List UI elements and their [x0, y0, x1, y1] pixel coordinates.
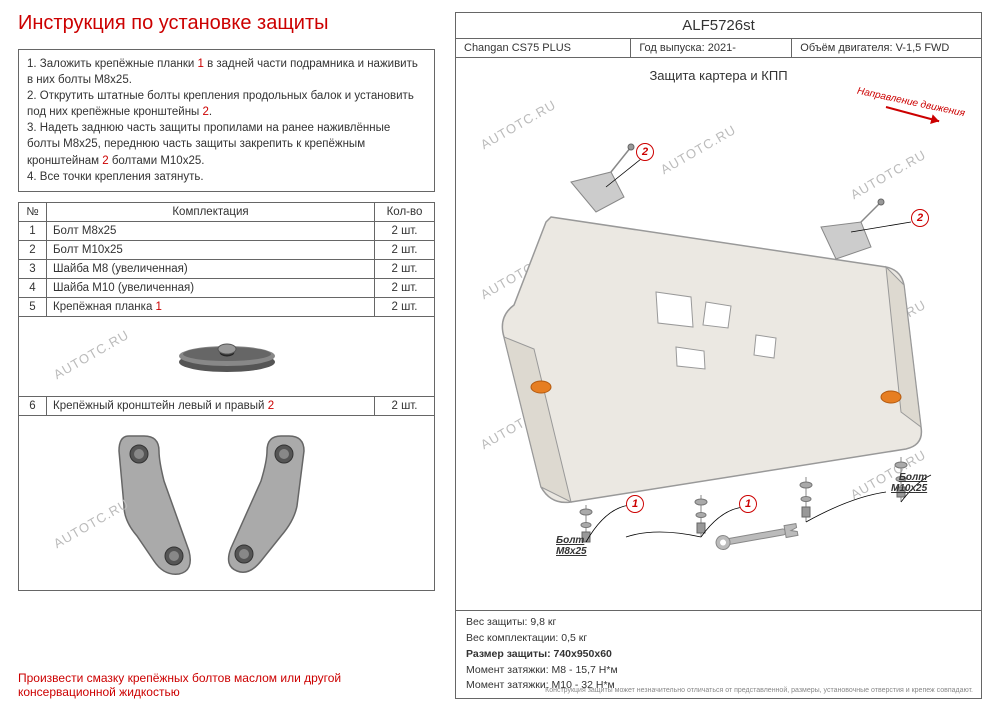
cell-qty: 2 шт.	[375, 240, 435, 259]
cell-name-text: Крепёжная планка	[53, 301, 156, 313]
label-bolt-m10: Болт М10х25	[891, 472, 927, 494]
table-row: 3 Шайба М8 (увеличенная) 2 шт.	[19, 259, 435, 278]
cell-qty: 2 шт.	[375, 278, 435, 297]
cell-num: 6	[19, 396, 47, 415]
cell-name: Шайба М8 (увеличенная)	[47, 259, 375, 278]
label-text: М8х25	[556, 546, 587, 557]
right-column: ALF5726st Changan CS75 PLUS Год выпуска:…	[445, 0, 1000, 711]
cell-name-rednum: 2	[268, 400, 274, 412]
protection-plate-diagram	[456, 87, 966, 557]
cell-qty: 2 шт.	[375, 396, 435, 415]
callout-1-bottom-a: 1	[626, 495, 644, 513]
year-label: Год выпуска:	[639, 42, 707, 54]
cell-name-rednum: 1	[156, 301, 162, 313]
table-row: 6 Крепёжный кронштейн левый и правый 2 2…	[19, 396, 435, 415]
diagram-area: AUTOTC.RU AUTOTC.RU AUTOTC.RU AUTOTC.RU …	[456, 87, 981, 567]
engine-cell: Объём двигателя: V-1,5 FWD	[792, 39, 981, 57]
callout-2-top-right: 2	[911, 209, 929, 227]
drawing-frame: ALF5726st Changan CS75 PLUS Год выпуска:…	[455, 12, 982, 699]
spec-size: Размер защиты: 740х950х60	[466, 647, 971, 663]
spec-weight-protection: Вес защиты: 9,8 кг	[466, 615, 971, 631]
footer-warning: Произвести смазку крепёжных болтов масло…	[18, 663, 435, 699]
spec-size-text: Размер защиты: 740х950х60	[466, 648, 612, 660]
fine-print: Конструкция защиты может незначительно о…	[545, 686, 973, 697]
table-row: 2 Болт М10х25 2 шт.	[19, 240, 435, 259]
instr-4: 4. Все точки крепления затянуть.	[27, 171, 204, 183]
year-cell: Год выпуска: 2021-	[631, 39, 792, 57]
spec-torque-m8: Момент затяжки: М8 - 15,7 Н*м	[466, 663, 971, 679]
table-row: 1 Болт М8х25 2 шт.	[19, 221, 435, 240]
instructions-box: 1. Заложить крепёжные планки 1 в задней …	[18, 49, 435, 192]
th-name: Комплектация	[47, 202, 375, 221]
cell-name: Шайба М10 (увеличенная)	[47, 278, 375, 297]
cell-name-text: Крепёжный кронштейн левый и правый	[53, 400, 268, 412]
table-row: 5 Крепёжная планка 1 2 шт.	[19, 297, 435, 316]
cell-qty: 2 шт.	[375, 297, 435, 316]
bracket-right-icon	[219, 426, 319, 581]
bracket-image-cell: AUTOTC.RU	[19, 415, 435, 590]
cell-name: Крепёжный кронштейн левый и правый 2	[47, 396, 375, 415]
cell-num: 4	[19, 278, 47, 297]
cell-num: 3	[19, 259, 47, 278]
cell-qty: 2 шт.	[375, 259, 435, 278]
table-row: 4 Шайба М10 (увеличенная) 2 шт.	[19, 278, 435, 297]
parts-table: № Комплектация Кол-во 1 Болт М8х25 2 шт.…	[18, 202, 435, 591]
year-value: 2021-	[708, 42, 736, 54]
label-text: М10х25	[891, 483, 927, 494]
callout-1-bottom-b: 1	[739, 495, 757, 513]
cell-name: Болт М8х25	[47, 221, 375, 240]
page-root: Инструкция по установке защиты 1. Заложи…	[0, 0, 1000, 711]
cell-num: 5	[19, 297, 47, 316]
bolt-assembly-2	[695, 495, 707, 537]
cell-num: 1	[19, 221, 47, 240]
specs-block: Вес защиты: 9,8 кг Вес комплектации: 0,5…	[456, 610, 981, 698]
cell-num: 2	[19, 240, 47, 259]
instr-2a: 2. Открутить штатные болты крепления про…	[27, 90, 414, 118]
engine-label: Объём двигателя:	[800, 42, 895, 54]
drawing-header-row: Changan CS75 PLUS Год выпуска: 2021- Объ…	[456, 39, 981, 58]
diagram-title: Защита картера и КПП	[456, 58, 981, 87]
page-title: Инструкция по установке защиты	[18, 12, 435, 35]
cell-name: Болт М10х25	[47, 240, 375, 259]
table-image-row: AUTOTC.RU	[19, 415, 435, 590]
callout-2-top-left: 2	[636, 143, 654, 161]
watermark: AUTOTC.RU	[51, 327, 132, 382]
instr-3b: болтами М10х25.	[109, 155, 205, 167]
left-column: Инструкция по установке защиты 1. Заложи…	[0, 0, 445, 711]
th-num: №	[19, 202, 47, 221]
instr-3a: 3. Надеть заднюю часть защиты пропилами …	[27, 122, 390, 166]
bracket-left-icon	[109, 426, 199, 581]
label-text: Болт	[899, 472, 927, 483]
cell-qty: 2 шт.	[375, 221, 435, 240]
table-image-row: AUTOTC.RU	[19, 316, 435, 396]
cell-name: Крепёжная планка 1	[47, 297, 375, 316]
label-text: Болт	[556, 535, 584, 546]
instr-1a: 1. Заложить крепёжные планки	[27, 58, 197, 70]
table-header-row: № Комплектация Кол-во	[19, 202, 435, 221]
vehicle-name: Changan CS75 PLUS	[456, 39, 631, 57]
engine-value: V-1,5 FWD	[896, 42, 950, 54]
plank-icon	[172, 336, 282, 376]
th-qty: Кол-во	[375, 202, 435, 221]
plank-image-cell: AUTOTC.RU	[19, 316, 435, 396]
instr-2b: .	[209, 106, 212, 118]
spec-weight-kit: Вес комплектации: 0,5 кг	[466, 631, 971, 647]
part-number: ALF5726st	[456, 13, 981, 39]
bolt-assembly-3	[800, 477, 812, 522]
label-bolt-m8: Болт М8х25	[556, 535, 587, 557]
